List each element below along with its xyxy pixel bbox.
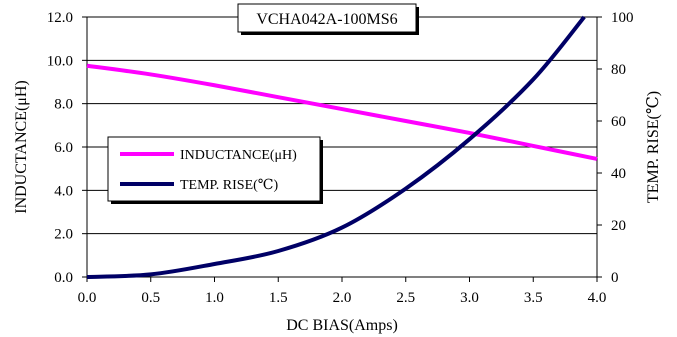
y-left-tick-label: 12.0: [47, 10, 73, 26]
legend: INDUCTANCE(μH) TEMP. RISE(℃): [107, 136, 323, 204]
y-right-tick-label: 80: [611, 62, 626, 78]
x-tick-label: 0.5: [141, 290, 160, 306]
y-left-tick-label: 10.0: [47, 53, 73, 69]
legend-frame: [107, 136, 321, 202]
x-tick-label: 0.0: [78, 290, 97, 306]
x-axis-label: DC BIAS(Amps): [286, 317, 398, 334]
x-tick-label: 3.5: [524, 290, 543, 306]
x-tick-label: 2.5: [396, 290, 415, 306]
x-tick-label: 1.0: [205, 290, 224, 306]
inductance-line: [86, 63, 598, 161]
y-left-tick-label: 0.0: [54, 270, 73, 286]
x-tick-label: 3.0: [460, 290, 479, 306]
y-right-tick-label: 100: [611, 10, 634, 26]
y-left-tick-label: 6.0: [54, 140, 73, 156]
series-lines: [86, 15, 598, 279]
y-axis-right-label: TEMP. RISE(℃): [645, 91, 662, 203]
x-tick-label: 1.5: [269, 290, 288, 306]
x-tick-label: 2.0: [333, 290, 352, 306]
legend-items: INDUCTANCE(μH) TEMP. RISE(℃): [120, 148, 297, 193]
y-right-ticks: 0 20 40 60 80 100: [597, 10, 634, 286]
chart-title: VCHA042A-100MS6: [256, 11, 397, 28]
x-ticks: 0.0 0.5 1.0 1.5 2.0 2.5 3.0 3.5 4.0: [78, 277, 607, 306]
y-axis-left-label: INDUCTANCE(μH): [13, 80, 30, 214]
y-right-tick-label: 20: [611, 218, 626, 234]
y-left-tick-label: 4.0: [54, 183, 73, 199]
chart-title-box: VCHA042A-100MS6: [237, 3, 419, 35]
legend-label: TEMP. RISE(℃): [180, 178, 278, 193]
y-right-tick-label: 40: [611, 166, 626, 182]
y-left-tick-label: 8.0: [54, 97, 73, 113]
legend-label: INDUCTANCE(μH): [180, 148, 297, 163]
title-box-frame: [237, 3, 417, 33]
y-right-tick-label: 60: [611, 114, 626, 130]
y-left-ticks: 0.0 2.0 4.0 6.0 8.0 10.0 12.0: [47, 10, 87, 286]
x-tick-label: 4.0: [588, 290, 607, 306]
y-right-tick-label: 0: [611, 270, 619, 286]
y-left-tick-label: 2.0: [54, 227, 73, 243]
temp-rise-line: [86, 15, 586, 279]
